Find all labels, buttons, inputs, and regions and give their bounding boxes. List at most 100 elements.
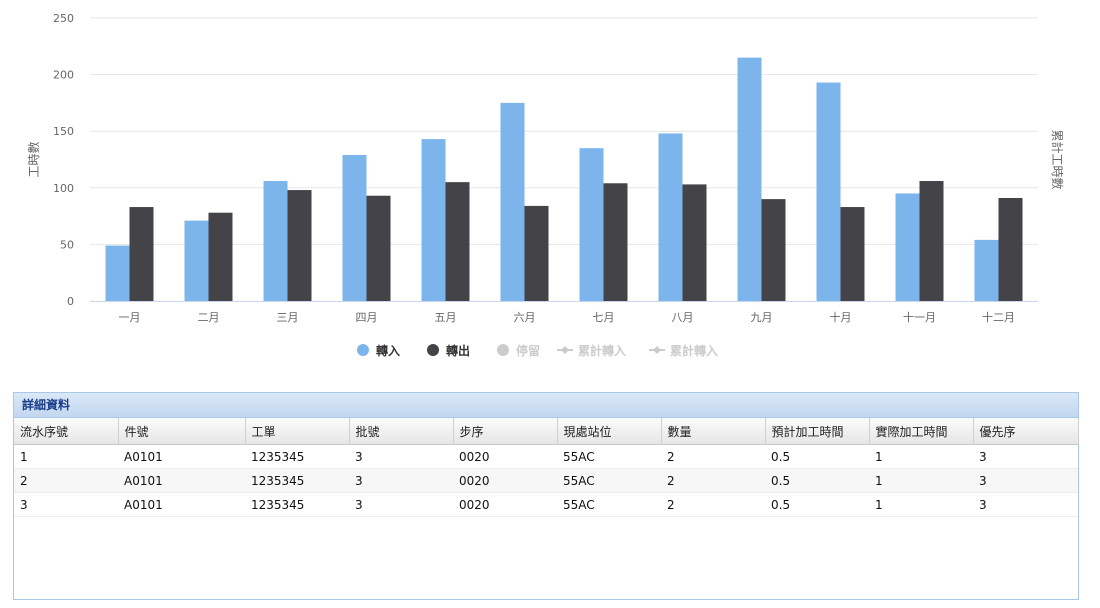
legend-item-3[interactable]: 停留: [497, 343, 540, 358]
column-header[interactable]: 步序: [453, 418, 558, 445]
legend: 轉入 轉出 停留 累計轉入 累計轉入: [357, 343, 718, 358]
legend-symbol: [357, 344, 369, 356]
bar-out-10[interactable]: [840, 207, 865, 301]
legend-item-2[interactable]: 轉出: [427, 343, 470, 358]
bar-in-11[interactable]: [895, 193, 920, 301]
column-header[interactable]: 實際加工時間: [869, 418, 974, 445]
legend-label: 轉入: [376, 343, 400, 358]
bar-in-8[interactable]: [658, 133, 683, 301]
table-cell: A0101: [118, 444, 245, 469]
column-header[interactable]: 件號: [118, 418, 246, 445]
legend-item-5[interactable]: 累計轉入: [649, 343, 718, 358]
x-tick-label: 十一月: [903, 310, 936, 324]
table-cell: 0020: [453, 492, 557, 517]
table-cell: 1235345: [245, 468, 349, 493]
bar-out-6[interactable]: [524, 205, 549, 301]
table-cell: 1: [14, 444, 118, 469]
bar-out-4[interactable]: [366, 195, 391, 301]
bar-in-9[interactable]: [737, 57, 762, 302]
bar-in-12[interactable]: [974, 239, 999, 301]
column-header[interactable]: 預計加工時間: [765, 418, 870, 445]
bar-in-4[interactable]: [342, 154, 367, 301]
bar-out-9[interactable]: [761, 199, 786, 301]
table-cell: 0.5: [765, 444, 869, 469]
table-cell: 3: [349, 468, 453, 493]
table-cell: 55AC: [557, 492, 661, 517]
details-table: 流水序號 件號 工單 批號 步序 現處站位 數量 預計加工時間 實際加工時間 優先序 1 A0101…: [14, 418, 1079, 517]
y-tick-label: 200: [53, 69, 74, 82]
column-header[interactable]: 流水序號: [14, 418, 119, 445]
table-cell: 2: [661, 468, 765, 493]
bar-in-6[interactable]: [500, 102, 525, 302]
y2-axis-title: 累計工時數: [1050, 129, 1065, 189]
y-axis-title: 工時數: [27, 141, 41, 177]
bar-out-11[interactable]: [919, 181, 944, 301]
table-cell: 0020: [453, 444, 557, 469]
y-tick-label: 100: [53, 182, 74, 195]
x-tick-label: 五月: [435, 311, 457, 324]
table-cell: A0101: [118, 468, 245, 493]
bar-out-5[interactable]: [445, 182, 470, 301]
legend-item-1[interactable]: 轉入: [357, 343, 400, 358]
table-cell: 1: [869, 492, 973, 517]
y-axis-ticks: 0 50 100 150 200 250: [53, 12, 74, 308]
y-tick-label: 0: [67, 295, 74, 308]
x-tick-label: 十月: [830, 310, 852, 324]
legend-symbol: [497, 344, 509, 356]
table-cell: 55AC: [557, 468, 661, 493]
x-tick-label: 十二月: [982, 310, 1015, 324]
table-cell: 1: [869, 468, 973, 493]
bar-in-2[interactable]: [184, 220, 209, 301]
y-tick-label: 50: [60, 238, 74, 251]
x-tick-label: 三月: [277, 311, 299, 324]
x-tick-label: 八月: [672, 311, 694, 324]
details-panel-title: 詳細資料: [14, 393, 1078, 418]
table-cell: 3: [973, 444, 1078, 469]
monthly-hours-chart: 0 50 100 150 200 250 一月 二月 三月 四月 五月 六月 七月 八月 九月 十月 十一月 十…: [27, 12, 1065, 358]
table-cell: 3: [349, 492, 453, 517]
legend-diamond-symbol: [653, 346, 661, 354]
bar-in-1[interactable]: [105, 245, 130, 301]
x-tick-label: 二月: [198, 311, 220, 324]
bar-in-3[interactable]: [263, 181, 288, 301]
legend-label: 累計轉入: [670, 343, 718, 358]
table-cell: A0101: [118, 492, 245, 517]
x-axis-ticks: 一月 二月 三月 四月 五月 六月 七月 八月 九月 十月 十一月 十二月: [119, 310, 1016, 324]
table-row[interactable]: 1 A0101 1235345 3 0020 55AC 2 0.5 1 3: [14, 444, 1078, 469]
table-row[interactable]: 2 A0101 1235345 3 0020 55AC 2 0.5 1 3: [14, 468, 1078, 493]
x-tick-label: 一月: [119, 311, 141, 324]
bar-in-7[interactable]: [579, 148, 604, 301]
y-tick-label: 250: [53, 12, 74, 25]
column-header[interactable]: 現處站位: [557, 418, 662, 445]
table-cell: 2: [661, 492, 765, 517]
bar-out-3[interactable]: [287, 190, 312, 301]
table-cell: 3: [973, 468, 1078, 493]
bars[interactable]: [105, 57, 1023, 302]
table-cell: 3: [14, 492, 118, 517]
gridlines: [90, 17, 1038, 245]
x-tick-label: 四月: [356, 311, 378, 324]
bar-out-12[interactable]: [998, 197, 1023, 301]
table-header-row: 流水序號 件號 工單 批號 步序 現處站位 數量 預計加工時間 實際加工時間 優先序: [14, 418, 1079, 445]
bar-out-8[interactable]: [682, 184, 707, 301]
table-cell: 0.5: [765, 468, 869, 493]
column-header[interactable]: 優先序: [973, 418, 1079, 445]
details-panel: 詳細資料 流水序號 件號 工單 批號 步序 現處站位 數量 預計加工時間 實際加工時間 優先序 1…: [13, 392, 1079, 600]
column-header[interactable]: 批號: [349, 418, 454, 445]
bar-out-1[interactable]: [129, 207, 154, 301]
bar-in-10[interactable]: [816, 82, 841, 301]
bar-in-5[interactable]: [421, 139, 446, 301]
legend-symbol: [427, 344, 439, 356]
bar-out-2[interactable]: [208, 212, 233, 301]
table-cell: 1235345: [245, 492, 349, 517]
table-cell: 0.5: [765, 492, 869, 517]
legend-item-4[interactable]: 累計轉入: [557, 343, 626, 358]
column-header[interactable]: 數量: [661, 418, 766, 445]
table-cell: 1235345: [245, 444, 349, 469]
column-header[interactable]: 工單: [245, 418, 350, 445]
table-row[interactable]: 3 A0101 1235345 3 0020 55AC 2 0.5 1 3: [14, 492, 1078, 517]
x-tick-label: 七月: [593, 311, 615, 324]
table-cell: 3: [973, 492, 1078, 517]
table-cell: 3: [349, 444, 453, 469]
bar-out-7[interactable]: [603, 183, 628, 301]
